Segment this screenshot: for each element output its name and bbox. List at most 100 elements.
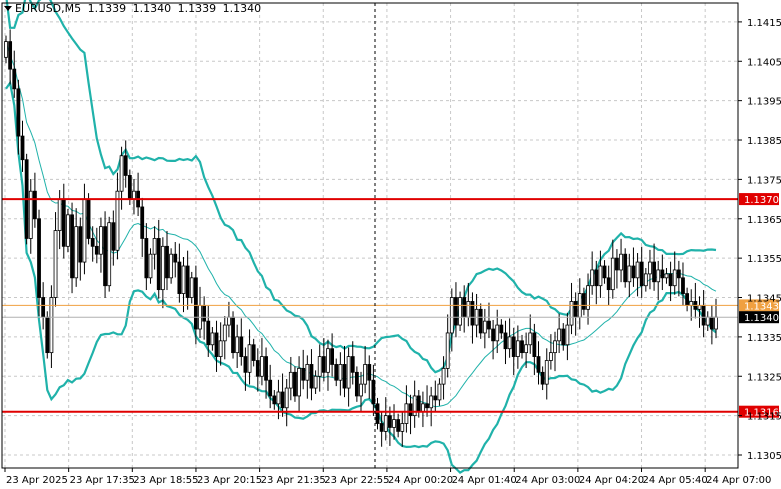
candle-body — [524, 344, 529, 354]
candle-body — [487, 320, 491, 330]
candle-body — [185, 265, 190, 298]
candle-body — [466, 301, 471, 318]
candle-body — [573, 301, 578, 318]
candle-body — [313, 375, 318, 389]
candle-body — [156, 238, 161, 291]
level-price-label: 1.1370 — [744, 195, 779, 206]
candle-body — [132, 190, 136, 200]
high-price: 1.1340 — [132, 2, 172, 15]
candle-body — [342, 364, 347, 389]
candle-body — [272, 395, 277, 405]
dropdown-triangle-icon[interactable] — [4, 6, 12, 11]
candle-body — [462, 297, 467, 318]
price-tick-label: 1.1345 — [747, 294, 781, 305]
price-tick-label: 1.1405 — [747, 57, 781, 68]
candle-body — [540, 371, 545, 385]
candle-body — [392, 419, 396, 428]
candle-body — [648, 261, 652, 275]
price-marker-box — [739, 311, 779, 324]
candle-body — [61, 198, 66, 247]
candle-body — [383, 415, 388, 432]
candle-body — [251, 344, 256, 361]
candle-body — [416, 395, 421, 413]
time-tick-label: 23 Apr 17:35 — [70, 475, 135, 486]
candle-body — [441, 367, 446, 385]
candle-body — [152, 238, 157, 255]
candle-body — [268, 379, 273, 397]
candle-body — [239, 336, 244, 357]
candle-body — [676, 269, 681, 279]
candle-body — [202, 304, 207, 322]
candle-body — [714, 316, 718, 330]
candle-body — [165, 245, 169, 279]
candle-body — [565, 324, 570, 346]
candle-body — [99, 226, 103, 255]
candle-body — [148, 253, 153, 279]
candle-body — [326, 348, 330, 373]
candle-body — [189, 277, 194, 298]
candle-body — [28, 190, 33, 239]
candle-body — [445, 332, 450, 369]
candle-body — [598, 265, 603, 287]
candle-body — [206, 320, 211, 346]
candle-body — [528, 332, 533, 346]
candle-body — [561, 328, 566, 346]
price-tick-label: 1.1325 — [747, 372, 781, 383]
plot-area-border — [1, 2, 739, 469]
candle-body — [379, 423, 384, 432]
price-tick-label: 1.1375 — [747, 175, 781, 186]
level-price-label: 1.1316 — [744, 408, 779, 419]
candle-body — [359, 383, 363, 397]
candle-body — [553, 340, 557, 354]
candle-body — [330, 348, 335, 365]
candle-body — [288, 371, 293, 389]
candle-body — [20, 135, 25, 161]
candle-body — [429, 395, 434, 409]
candle-body — [532, 332, 537, 357]
candle-body — [709, 316, 714, 330]
candle-body — [367, 364, 372, 381]
close-price: 1.1340 — [222, 2, 262, 15]
candle-body — [107, 222, 112, 287]
candle-body — [685, 293, 690, 306]
candle-body — [86, 198, 91, 239]
candle-body — [672, 269, 677, 287]
candle-body — [697, 304, 702, 310]
candle-body — [586, 285, 590, 310]
candle-body — [111, 222, 116, 251]
candle-body — [90, 238, 95, 247]
chart-frame — [1, 2, 739, 469]
candle-body — [243, 356, 248, 373]
candle-body — [70, 214, 74, 279]
candle-body — [53, 230, 58, 298]
candle-body — [115, 190, 120, 251]
time-tick-label: 23 Apr 2025 — [6, 475, 68, 486]
candle-body — [49, 297, 54, 354]
candle-body — [619, 253, 623, 271]
candle-body — [503, 332, 508, 350]
price-marker-box — [739, 299, 779, 312]
time-tick-label: 23 Apr 18:55 — [133, 475, 198, 486]
candle-body — [305, 364, 310, 381]
candle-body — [639, 261, 644, 287]
time-tick-label: 23 Apr 20:15 — [197, 475, 262, 486]
candle-body — [470, 301, 475, 326]
candle-body — [231, 316, 235, 354]
candle-body — [16, 88, 21, 137]
price-tick-label: 1.1355 — [747, 254, 781, 265]
open-price: 1.1339 — [87, 2, 127, 15]
candle-body — [127, 175, 132, 200]
candle-body — [94, 245, 99, 255]
candle-body — [276, 391, 281, 405]
candle-body — [478, 308, 483, 334]
candle-body — [482, 320, 487, 334]
candle-body — [536, 356, 541, 373]
candle-body — [643, 273, 648, 287]
candle-body — [45, 316, 50, 354]
level-price-box — [739, 405, 779, 418]
price-tick-label: 1.1385 — [747, 136, 781, 147]
symbol-label: EURUSD,M5 — [15, 2, 82, 15]
